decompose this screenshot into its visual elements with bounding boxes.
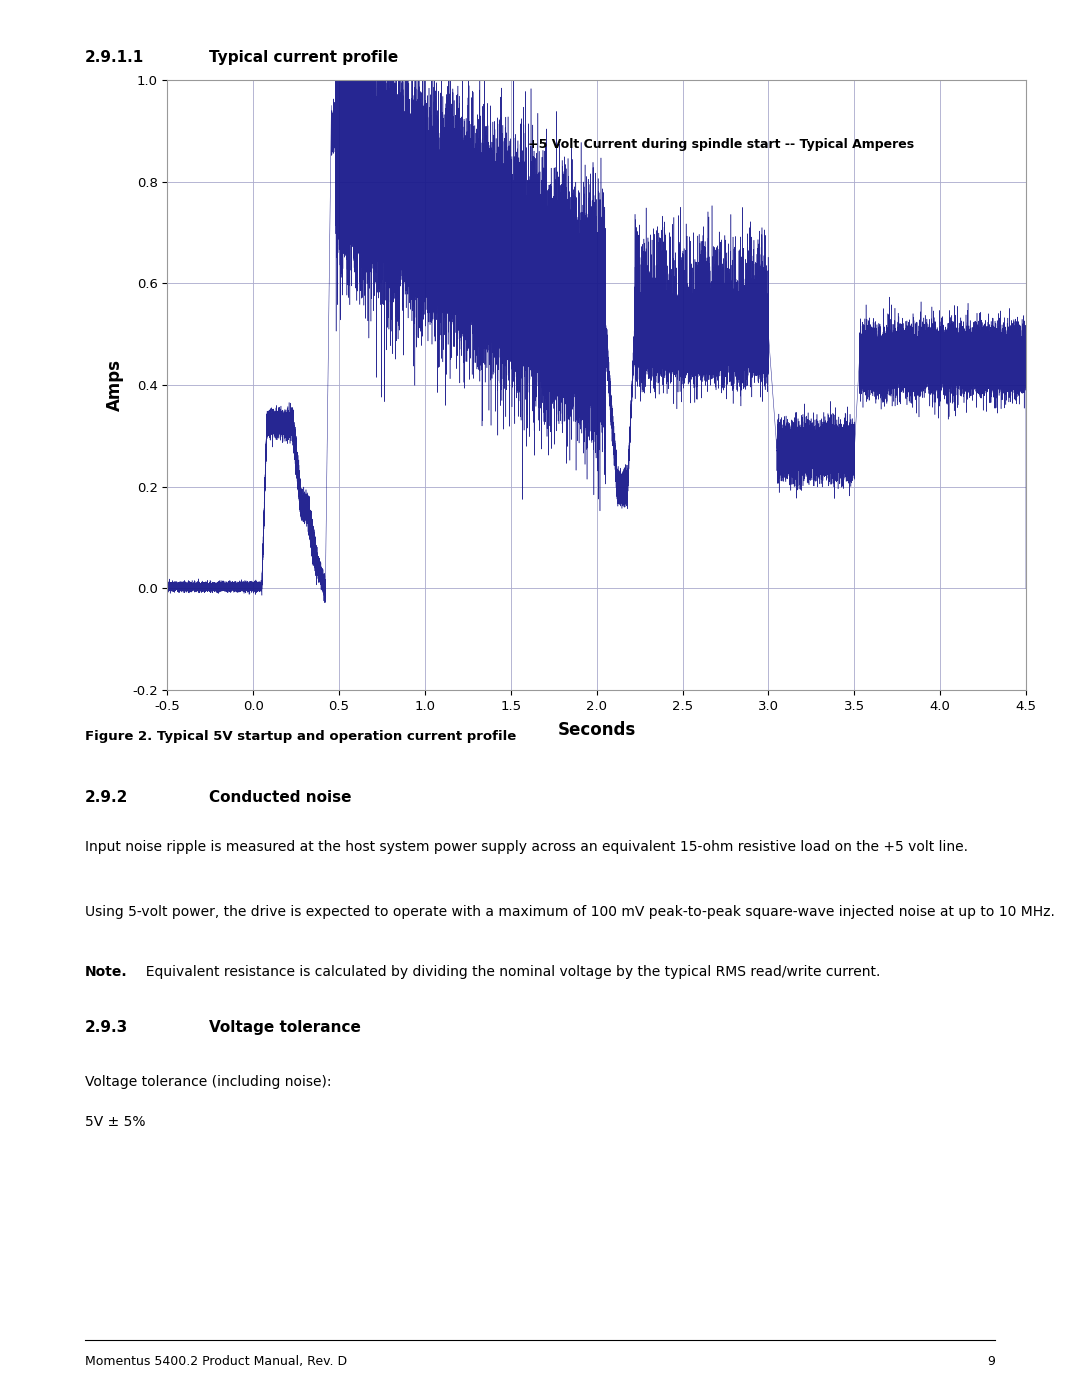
Text: 9: 9 bbox=[987, 1355, 995, 1368]
Text: Voltage tolerance (including noise):: Voltage tolerance (including noise): bbox=[85, 1076, 332, 1090]
Text: Voltage tolerance: Voltage tolerance bbox=[210, 1020, 361, 1035]
Text: Note.: Note. bbox=[85, 965, 127, 979]
Text: Equivalent resistance is calculated by dividing the nominal voltage by the typic: Equivalent resistance is calculated by d… bbox=[137, 965, 880, 979]
X-axis label: Seconds: Seconds bbox=[557, 721, 636, 739]
Text: 2.9.3: 2.9.3 bbox=[85, 1020, 129, 1035]
Text: Using 5-volt power, the drive is expected to operate with a maximum of 100 mV pe: Using 5-volt power, the drive is expecte… bbox=[85, 905, 1055, 919]
Text: Conducted noise: Conducted noise bbox=[210, 789, 352, 805]
Text: Momentus 5400.2 Product Manual, Rev. D: Momentus 5400.2 Product Manual, Rev. D bbox=[85, 1355, 347, 1368]
Y-axis label: Amps: Amps bbox=[106, 359, 123, 411]
Text: 2.9.2: 2.9.2 bbox=[85, 789, 129, 805]
Text: 5V ± 5%: 5V ± 5% bbox=[85, 1115, 146, 1129]
Text: Input noise ripple is measured at the host system power supply across an equival: Input noise ripple is measured at the ho… bbox=[85, 840, 968, 854]
Text: Figure 2. Typical 5V startup and operation current profile: Figure 2. Typical 5V startup and operati… bbox=[85, 731, 516, 743]
Text: 2.9.1.1: 2.9.1.1 bbox=[85, 50, 145, 66]
Text: +5 Volt Current during spindle start -- Typical Amperes: +5 Volt Current during spindle start -- … bbox=[528, 138, 914, 151]
Text: Typical current profile: Typical current profile bbox=[210, 50, 399, 66]
